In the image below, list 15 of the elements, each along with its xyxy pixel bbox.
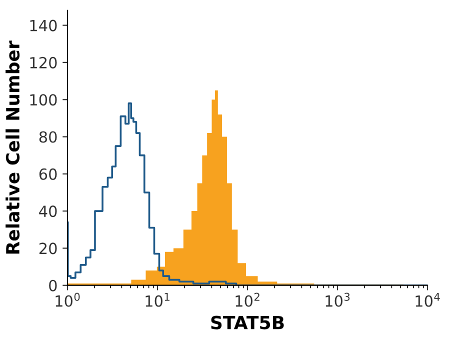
y-tick-label: 100 bbox=[30, 94, 57, 106]
x-tick-label: 10$^{4}$ bbox=[416, 292, 440, 307]
y-tick-label: 80 bbox=[39, 131, 57, 143]
x-axis-title: STAT5B bbox=[211, 316, 284, 330]
x-tick-label: 10$^{3}$ bbox=[326, 292, 350, 307]
y-tick-label: 20 bbox=[39, 242, 57, 254]
x-tick-label: 10$^{1}$ bbox=[146, 292, 170, 307]
y-tick-label: 120 bbox=[30, 56, 57, 68]
x-tick-label: 10$^{0}$ bbox=[56, 292, 80, 307]
y-tick-label: 60 bbox=[39, 168, 57, 180]
y-tick-label: 40 bbox=[39, 206, 57, 218]
y-tick-label: 0 bbox=[49, 280, 57, 292]
x-tick-label: 10$^{2}$ bbox=[236, 292, 260, 307]
y-axis-title: Relative Cell Number bbox=[6, 40, 20, 254]
y-tick-label: 140 bbox=[30, 20, 57, 32]
